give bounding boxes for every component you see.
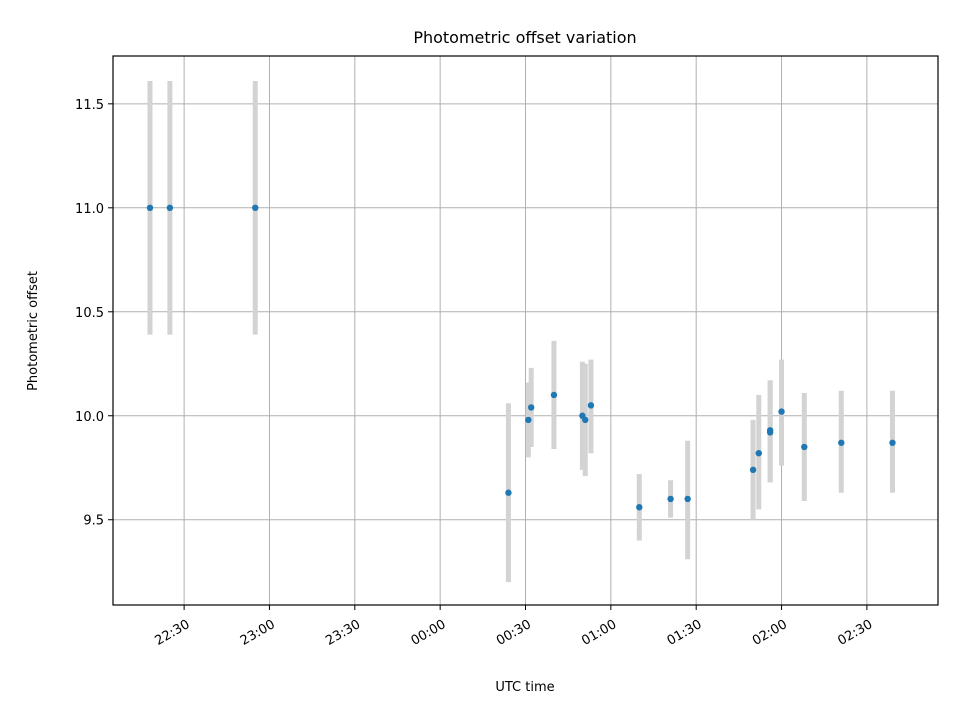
grid <box>113 56 938 605</box>
data-point <box>166 204 174 212</box>
x-tick-label: 22:30 <box>153 617 193 649</box>
data-point <box>766 429 774 436</box>
data-point <box>587 402 595 409</box>
x-tick-label: 23:00 <box>238 617 278 649</box>
data-point <box>749 466 757 474</box>
data-point <box>667 495 674 503</box>
data-point <box>636 504 643 511</box>
data-point <box>889 439 896 446</box>
data-point <box>146 204 154 212</box>
x-axis-ticks: 22:30 23:00 23:30 00:00 00:30 01:00 01:30 02:00… <box>153 605 875 649</box>
x-tick-label: 00:30 <box>494 617 534 649</box>
y-tick-label: 11.5 <box>75 98 104 113</box>
x-tick-label: 02:30 <box>835 617 875 649</box>
chart-title: Photometric offset variation <box>413 28 636 47</box>
data-point <box>525 416 532 424</box>
data-point <box>505 489 512 496</box>
y-axis-label: Photometric offset <box>26 271 41 391</box>
data-point <box>801 443 808 451</box>
x-axis-label: UTC time <box>495 680 554 695</box>
x-tick-label: 02:00 <box>750 617 790 649</box>
x-tick-label: 01:00 <box>579 617 619 649</box>
y-tick-label: 11.0 <box>75 202 104 217</box>
y-axis-ticks: 9.5 10.0 10.5 11.0 11.5 <box>75 98 113 529</box>
y-tick-label: 10.5 <box>75 306 104 321</box>
x-tick-label: 23:30 <box>323 617 363 649</box>
data-point <box>582 416 589 424</box>
x-tick-label: 00:00 <box>409 617 449 649</box>
y-tick-label: 10.0 <box>75 410 104 425</box>
data-point <box>838 439 845 446</box>
data-points <box>146 204 896 511</box>
data-point <box>755 449 762 457</box>
data-point <box>527 404 535 411</box>
x-tick-label: 01:30 <box>665 617 705 649</box>
data-point <box>252 204 259 212</box>
y-tick-label: 9.5 <box>83 514 104 529</box>
data-point <box>550 391 558 399</box>
data-point <box>778 408 785 415</box>
data-point <box>684 495 691 503</box>
